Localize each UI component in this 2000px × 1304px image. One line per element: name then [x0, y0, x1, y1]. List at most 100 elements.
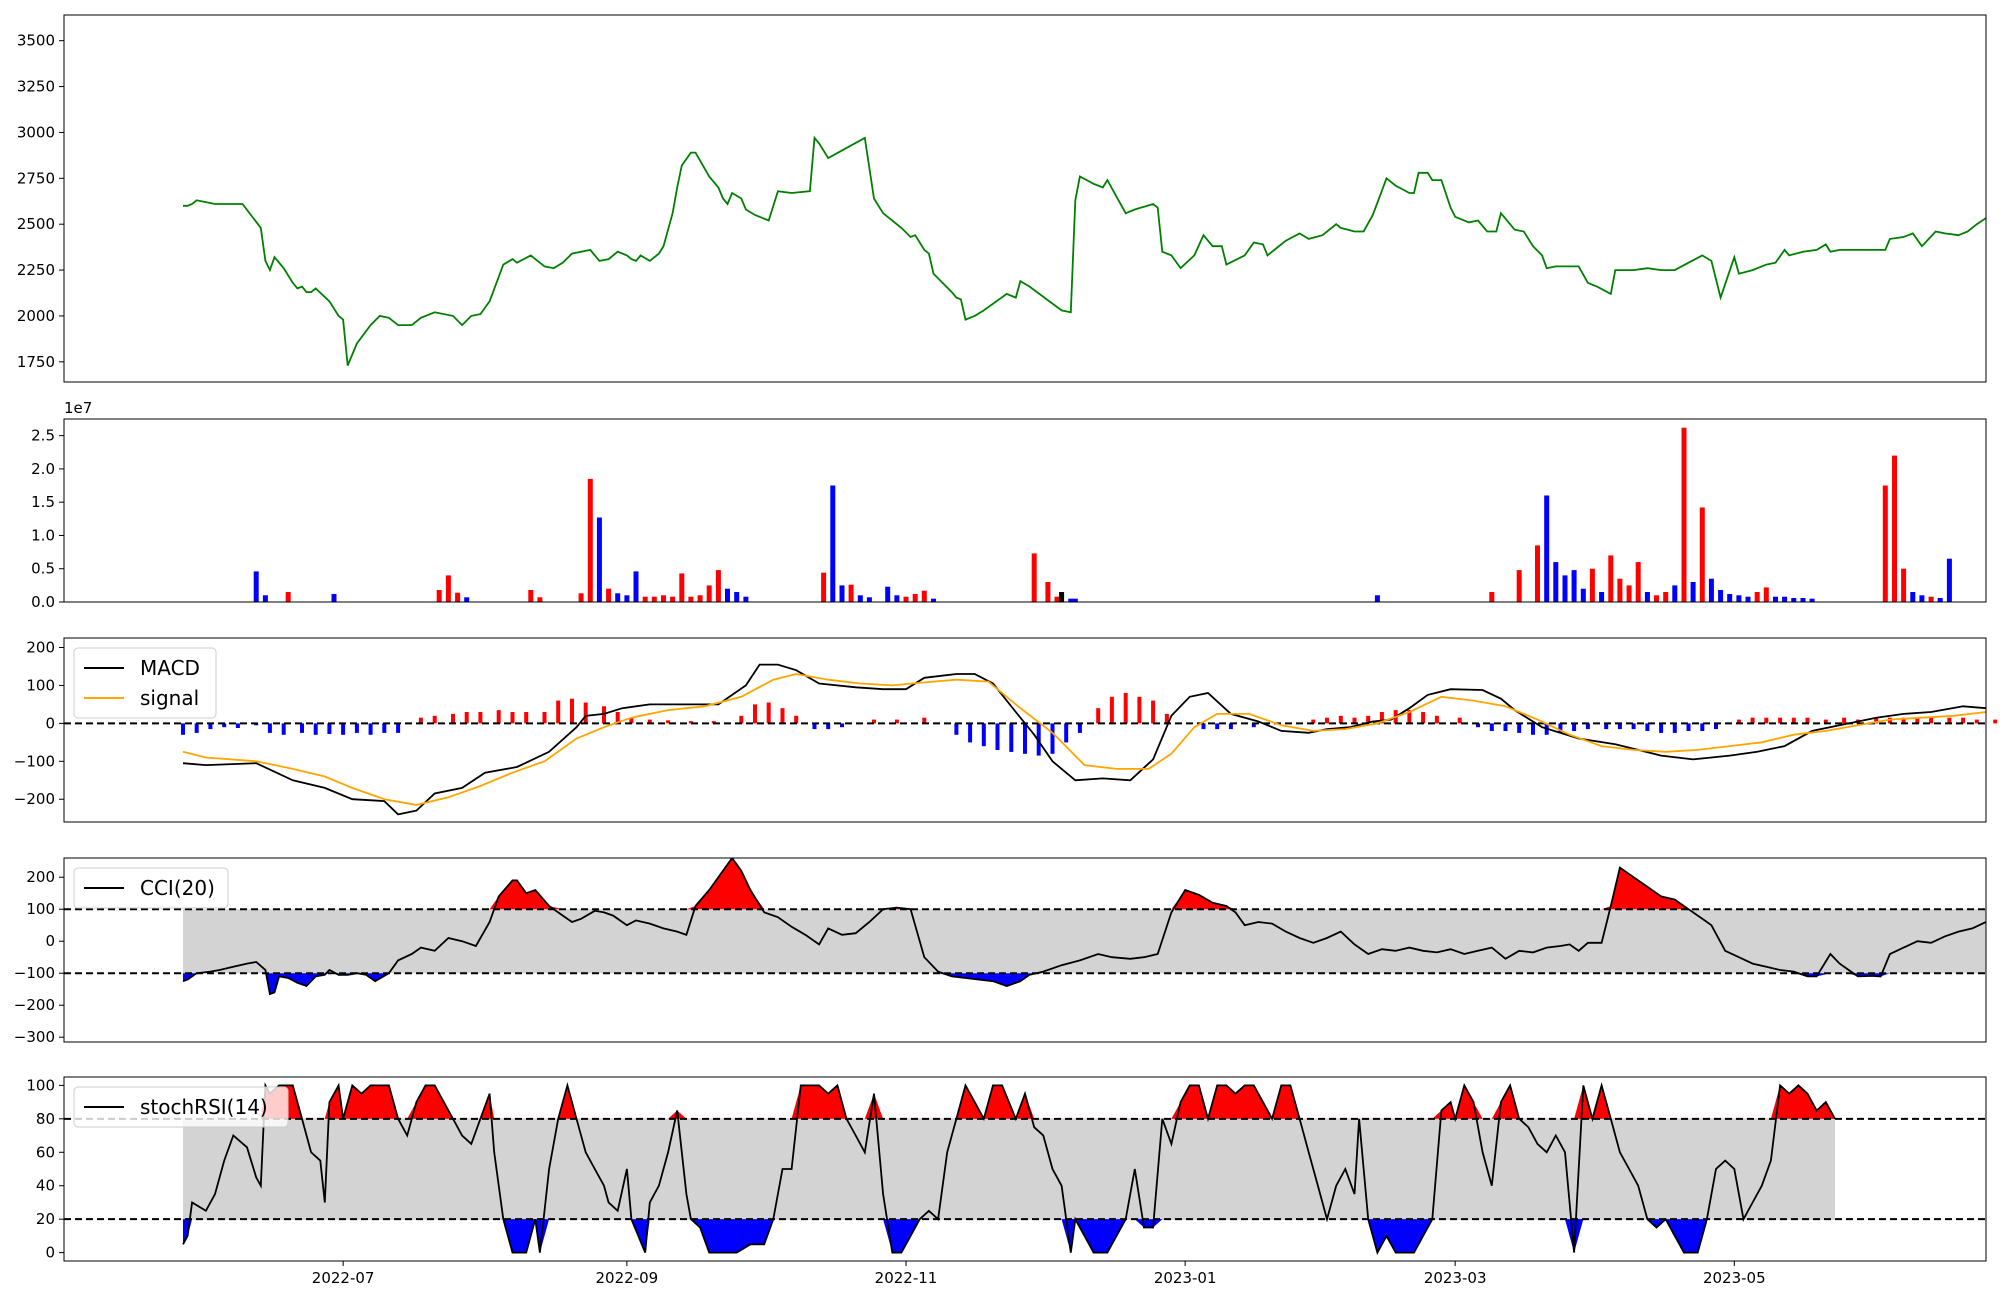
macd-histogram-bar: [1311, 719, 1316, 724]
y-tick-label: 2.0: [31, 460, 55, 478]
y-tick-label: 80: [36, 1110, 55, 1128]
macd-histogram-bar: [840, 723, 844, 728]
volume-bar: [1791, 598, 1797, 602]
volume-bar: [1892, 455, 1897, 602]
volume-bar: [1589, 568, 1595, 602]
y-tick-label: 200: [26, 868, 55, 886]
x-tick-label: 2022-07: [312, 1269, 375, 1287]
volume-bar: [445, 575, 451, 602]
y-tick-label: 1.0: [31, 526, 55, 544]
macd-histogram-bar: [1009, 723, 1014, 752]
volume-bar: [857, 595, 863, 602]
volume-bar: [464, 597, 470, 602]
volume-bar: [912, 594, 918, 602]
macd-histogram-bar: [235, 723, 240, 728]
macd-histogram-bar: [1645, 723, 1650, 731]
volume-bar: [1072, 598, 1078, 602]
volume-bar: [1919, 595, 1925, 602]
y-tick-label: 40: [36, 1177, 55, 1195]
volume-bar: [921, 590, 927, 602]
macd-histogram-bar: [1096, 708, 1101, 724]
cci-line: [182, 858, 1986, 996]
price-line: [183, 135, 1986, 366]
volume-bar: [1809, 598, 1815, 602]
y-tick-label: 1750: [17, 353, 55, 371]
volume-bar: [688, 596, 694, 602]
macd-histogram-bar: [1617, 723, 1622, 730]
macd-histogram-bar: [1379, 712, 1384, 724]
x-tick-label: 2023-01: [1154, 1269, 1217, 1287]
x-tick-label: 2022-11: [875, 1269, 938, 1287]
volume-bar: [830, 485, 836, 602]
legend-label: MACD: [140, 656, 200, 680]
macd-histogram-bar: [1764, 717, 1769, 724]
stochrsi-line: [182, 1081, 1836, 1255]
y-tick-label: 2.5: [31, 427, 55, 445]
macd-histogram-bar: [794, 715, 799, 724]
x-tick-label: 2023-05: [1703, 1269, 1766, 1287]
volume-bar: [679, 573, 685, 602]
volume-bar: [1644, 592, 1650, 602]
macd-histogram-bar: [1352, 717, 1357, 724]
macd-histogram-bar: [1215, 723, 1220, 730]
volume-bar: [1059, 592, 1065, 602]
stochrsi-band: [182, 1118, 1835, 1220]
volume-bar: [436, 590, 442, 602]
macd-histogram-bar: [1874, 717, 1879, 724]
macd-histogram-bar: [382, 723, 387, 733]
volume-bar: [1763, 587, 1769, 602]
macd-histogram-bar: [368, 723, 373, 735]
volume-bar: [1562, 575, 1568, 602]
macd-histogram-bar: [1064, 723, 1069, 743]
y-tick-label: 3000: [17, 123, 55, 141]
macd-histogram-bar: [1476, 723, 1480, 728]
macd-histogram-bar: [1109, 696, 1114, 724]
stochrsi-panel: 0 20 40 60 80 100 stochRSI(14) 2022-07 2022-09 20…: [26, 1076, 1987, 1287]
macd-histogram-bar: [1077, 723, 1082, 733]
macd-histogram-bar: [981, 723, 986, 747]
macd-histogram-bar: [1961, 717, 1966, 724]
cci-panel: −300 −200 −100 0 100 200 CCI(20): [14, 857, 1987, 1046]
x-tick-label: 2022-09: [596, 1269, 659, 1287]
macd-histogram-bar: [1325, 717, 1329, 724]
macd-histogram-bar: [1585, 723, 1590, 730]
volume-bar: [715, 570, 721, 602]
volume-bar: [624, 595, 630, 602]
macd-histogram-bar: [1517, 723, 1522, 733]
volume-bar: [1681, 427, 1687, 602]
volume-bar: [1626, 585, 1632, 602]
volume-bar: [931, 598, 936, 602]
volume-bar: [894, 595, 900, 602]
volume-bar: [528, 590, 534, 602]
volume-bar: [1782, 596, 1788, 602]
volume-bar: [253, 571, 259, 602]
macd-histogram-bar: [1631, 723, 1636, 730]
macd-histogram-bar: [1659, 723, 1664, 733]
macd-histogram-bar: [1228, 723, 1233, 730]
volume-bar: [1663, 592, 1669, 602]
macd-histogram-bar: [739, 715, 744, 724]
volume-bar: [651, 596, 657, 602]
macd-histogram-bar: [1974, 719, 1979, 724]
volume-bar: [596, 517, 602, 602]
macd-histogram-bar: [208, 723, 213, 730]
macd-histogram-bar: [826, 723, 831, 730]
macd-histogram-bar: [1700, 723, 1705, 731]
volume-bar: [661, 595, 666, 602]
volume-bar: [1946, 558, 1952, 602]
volume-bar: [455, 592, 461, 602]
macd-histogram-bar: [1901, 717, 1906, 724]
volume-bar: [821, 572, 827, 602]
volume-bar: [903, 596, 909, 602]
macd-histogram-bar: [1778, 717, 1783, 724]
macd-histogram-bar: [1791, 717, 1796, 724]
volume-bar: [1901, 568, 1907, 602]
volume-bar: [866, 597, 872, 602]
stochrsi-oversold-area: [182, 1219, 1835, 1253]
macd-histogram-bar: [766, 702, 771, 724]
volume-bar: [1654, 595, 1659, 602]
macd-histogram-bar: [1164, 713, 1169, 724]
plot-frame: [63, 857, 1987, 1043]
y-tick-label: 3500: [17, 32, 55, 50]
y-tick-label: 2250: [17, 261, 55, 279]
